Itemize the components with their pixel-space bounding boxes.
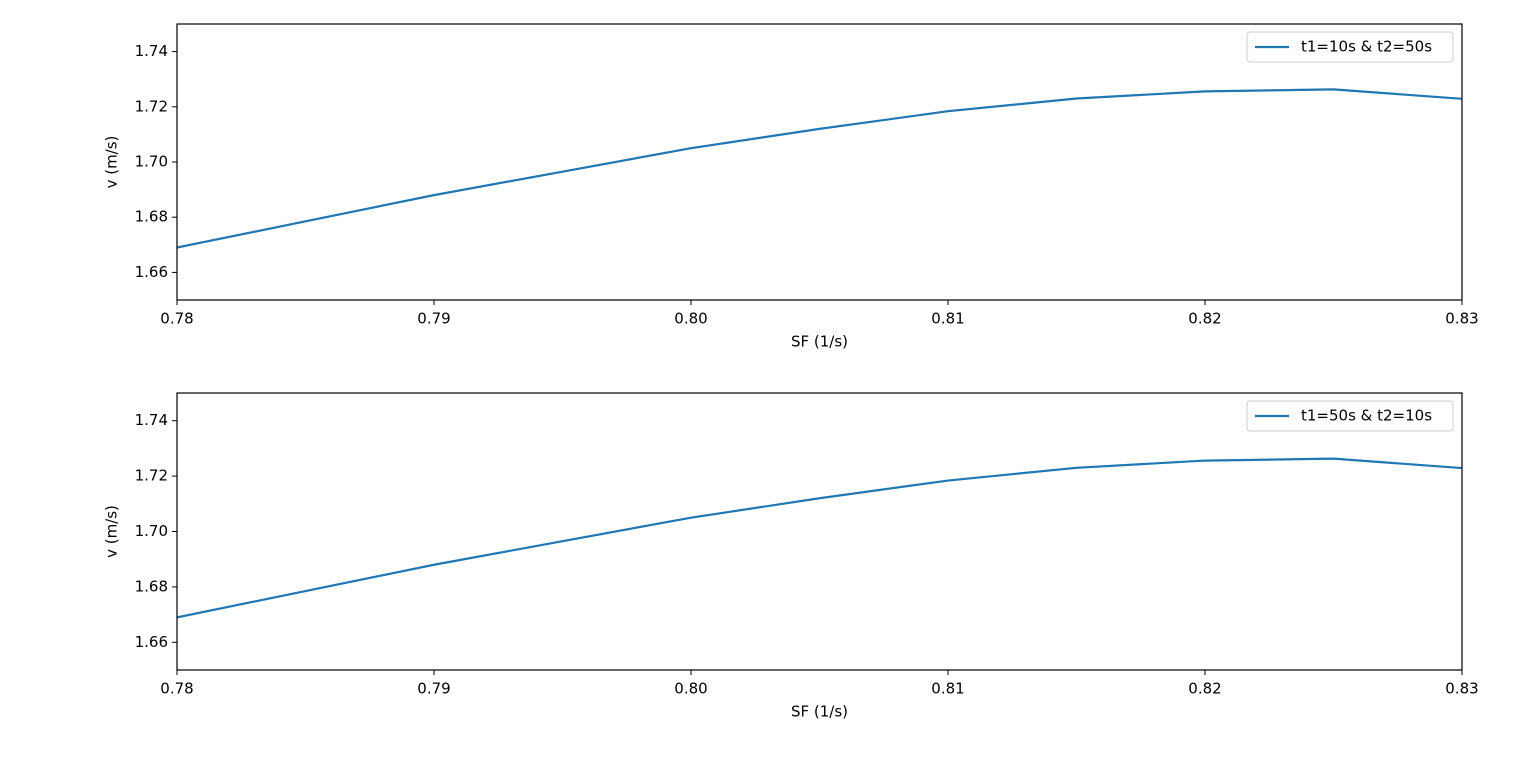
x-axis-label: SF (1/s)	[791, 333, 848, 351]
y-tick-label: 1.66	[135, 263, 168, 281]
y-tick-label: 1.72	[135, 467, 168, 485]
x-tick-label: 0.82	[1188, 310, 1221, 328]
x-tick-label: 0.78	[160, 310, 193, 328]
x-tick-label: 0.81	[931, 680, 964, 698]
legend-label: t1=10s & t2=50s	[1301, 38, 1432, 56]
plot-frame	[176, 23, 1463, 301]
line	[177, 457, 1462, 619]
x-axis-label: SF (1/s)	[791, 703, 848, 721]
subplot: 0.78 0.79 0.80 0.81 0.82 0.83 1.66 1.68 1.70 1.72…	[103, 23, 1479, 351]
y-tick-label: 1.74	[135, 411, 168, 429]
x-tick-label: 0.83	[1445, 680, 1478, 698]
x-tick-label: 0.82	[1188, 680, 1221, 698]
y-tick-label: 1.68	[135, 577, 168, 595]
x-tick-label: 0.81	[931, 310, 964, 328]
x-tick-label: 0.79	[417, 310, 450, 328]
legend-box	[1246, 31, 1454, 63]
y-tick-label: 1.68	[135, 208, 168, 226]
x-tick-label: 0.83	[1445, 310, 1478, 328]
x-tick-label: 0.80	[674, 680, 707, 698]
y-tick-label: 1.70	[135, 522, 168, 540]
x-tick-label: 0.78	[160, 680, 193, 698]
legend-label: t1=50s & t2=10s	[1301, 407, 1432, 425]
y-tick-label: 1.72	[135, 97, 168, 115]
y-tick-label: 1.70	[135, 153, 168, 171]
x-tick-label: 0.80	[674, 310, 707, 328]
y-tick-label: 1.74	[135, 42, 168, 60]
x-tick-label: 0.79	[417, 680, 450, 698]
subplot: 0.78 0.79 0.80 0.81 0.82 0.83 1.66 1.68 1.70 1.72…	[103, 392, 1479, 721]
y-tick-label: 1.66	[135, 633, 168, 651]
line	[177, 88, 1462, 249]
legend-box	[1246, 400, 1454, 432]
y-axis-label: v (m/s)	[103, 505, 121, 558]
plot-frame	[176, 392, 1463, 671]
y-axis-label: v (m/s)	[103, 136, 121, 189]
